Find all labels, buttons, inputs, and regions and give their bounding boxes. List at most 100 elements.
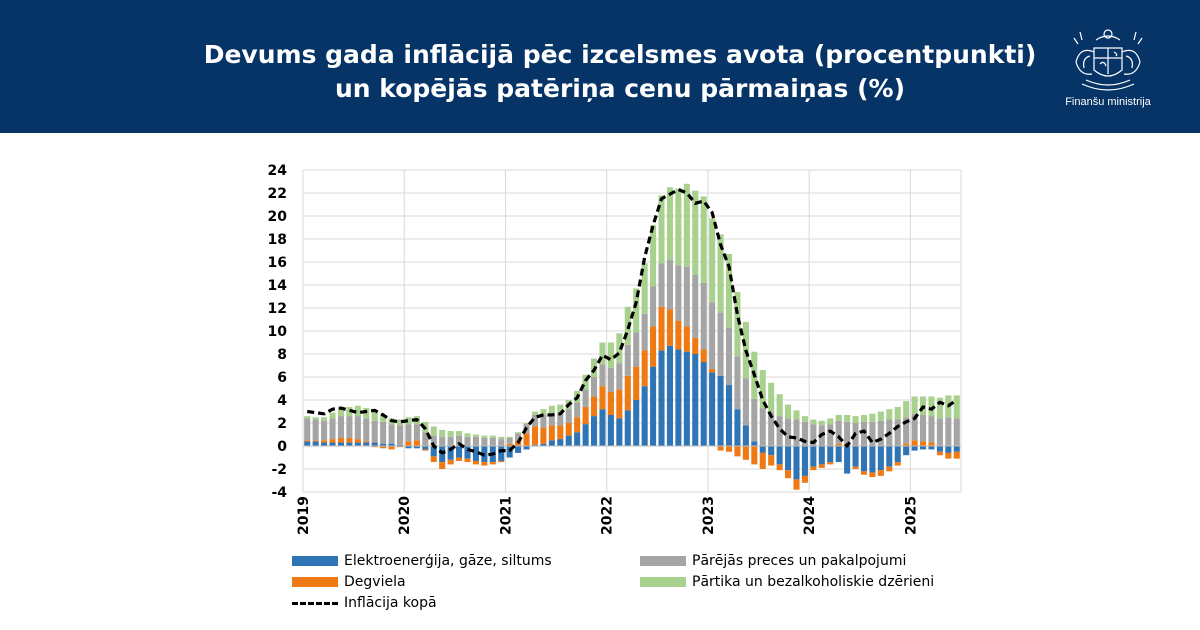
bar-segment-2 — [456, 435, 463, 446]
bar-segment-2 — [675, 265, 682, 321]
bar-segment-3 — [692, 190, 699, 275]
bar-segment-3 — [464, 433, 471, 437]
x-tick-label: 2024 — [802, 496, 818, 535]
bar-segment-2 — [844, 421, 851, 444]
bar-segment-3 — [818, 420, 825, 426]
bar-segment-1 — [337, 437, 344, 443]
legend-swatch — [640, 577, 686, 587]
bar-segment-1 — [607, 391, 614, 415]
bar-segment-1 — [540, 427, 547, 444]
bar-segment-2 — [700, 282, 707, 350]
bar-segment-3 — [540, 409, 547, 415]
legend-swatch — [640, 556, 686, 566]
bar-segment-0 — [591, 416, 598, 446]
y-tick-label: -4 — [271, 485, 287, 501]
bar-segment-3 — [768, 382, 775, 413]
bar-segment-1 — [464, 458, 471, 463]
bar-segment-0 — [734, 409, 741, 446]
bar-segment-0 — [337, 442, 344, 446]
bar-segment-2 — [633, 332, 640, 367]
bar-segment-0 — [709, 372, 716, 446]
bar-segment-0 — [464, 446, 471, 459]
bar-segment-3 — [877, 411, 884, 421]
bar-segment-3 — [498, 436, 505, 440]
bar-segment-2 — [877, 420, 884, 446]
bar-segment-3 — [928, 396, 935, 417]
bar-segment-1 — [768, 455, 775, 466]
bar-segment-2 — [574, 402, 581, 418]
bar-segment-0 — [945, 446, 952, 453]
bar-segment-3 — [860, 414, 868, 422]
bar-segment-0 — [363, 442, 370, 446]
bar-segment-0 — [329, 442, 336, 446]
bar-segment-1 — [624, 375, 631, 411]
bar-segment-1 — [683, 326, 690, 352]
bar-segment-0 — [599, 409, 606, 446]
bar-segment-3 — [599, 342, 606, 365]
bar-segment-0 — [725, 385, 733, 446]
bar-segment-3 — [363, 408, 370, 419]
bar-segment-2 — [936, 418, 943, 446]
bar-segment-2 — [599, 364, 606, 387]
y-tick-label: 22 — [268, 186, 287, 202]
bar-segment-1 — [472, 460, 479, 465]
bar-segment-2 — [801, 421, 808, 446]
bar-segment-0 — [346, 442, 353, 446]
bar-segment-0 — [928, 446, 935, 450]
bar-segment-2 — [548, 412, 555, 426]
bar-segment-1 — [489, 462, 496, 465]
bar-segment-1 — [793, 479, 800, 490]
bar-segment-0 — [650, 366, 657, 446]
bar-segment-3 — [835, 414, 842, 421]
bar-segment-3 — [515, 432, 522, 434]
y-tick-label: -2 — [271, 462, 287, 478]
bar-segment-3 — [607, 342, 614, 368]
page-title: Devums gada inflācijā pēc izcelsmes avot… — [120, 38, 1120, 106]
bar-segment-1 — [886, 466, 893, 472]
bar-segment-2 — [776, 416, 783, 446]
bar-segment-3 — [827, 418, 834, 425]
bar-segment-0 — [498, 446, 505, 461]
x-tick-label: 2021 — [498, 496, 514, 535]
y-tick-label: 10 — [268, 324, 288, 340]
bar-segment-2 — [540, 414, 547, 428]
bar-segment-1 — [818, 464, 825, 468]
bar-segment-1 — [304, 440, 311, 442]
bar-segment-3 — [725, 253, 733, 328]
bar-segment-2 — [472, 436, 479, 446]
bar-segment-1 — [548, 425, 555, 441]
bar-segment-2 — [582, 389, 589, 407]
bar-segment-3 — [456, 431, 463, 436]
bar-segment-2 — [793, 419, 800, 446]
bar-segment-2 — [911, 413, 918, 441]
bar-segment-1 — [658, 306, 665, 351]
bar-segment-1 — [531, 426, 539, 445]
bar-segment-2 — [692, 274, 699, 338]
bar-segment-2 — [304, 418, 311, 441]
bar-segment-3 — [489, 435, 496, 438]
x-tick-label: 2020 — [397, 496, 413, 535]
bar-segment-1 — [413, 440, 420, 446]
bar-segment-1 — [380, 446, 387, 449]
header-banner: Devums gada inflācijā pēc izcelsmes avot… — [0, 0, 1200, 133]
bar-segment-2 — [413, 424, 420, 441]
bar-segment-2 — [751, 398, 758, 442]
bar-segment-3 — [810, 419, 817, 425]
legend-dash — [292, 601, 338, 605]
legend-item-electricity: Elektroenerģija, gāze, siltums — [292, 551, 552, 571]
bar-segment-0 — [936, 446, 943, 452]
chart-legend: Elektroenerģija, gāze, siltums Pārējās p… — [292, 551, 982, 617]
bar-segment-3 — [869, 413, 876, 422]
bar-segment-1 — [920, 441, 927, 446]
y-tick-label: 4 — [277, 393, 287, 409]
bar-segment-1 — [439, 462, 446, 469]
bar-segment-1 — [717, 446, 724, 451]
bar-segment-1 — [860, 471, 868, 475]
bar-segment-2 — [439, 436, 446, 446]
bar-segment-2 — [920, 414, 927, 442]
bar-segment-1 — [725, 446, 733, 452]
bar-segment-0 — [903, 446, 910, 456]
y-tick-label: 12 — [268, 301, 287, 317]
bar-segment-0 — [388, 443, 395, 446]
bar-segment-2 — [405, 424, 412, 442]
